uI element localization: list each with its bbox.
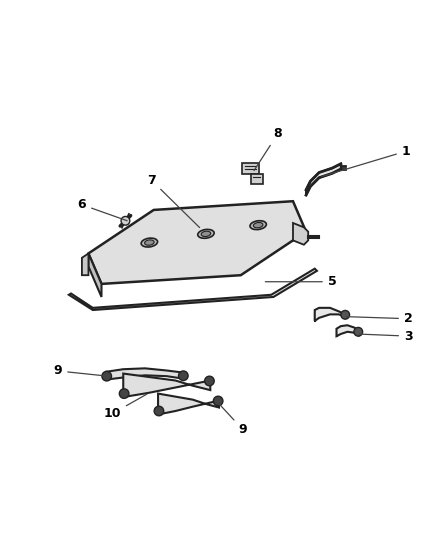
Polygon shape [306,164,341,195]
Polygon shape [293,223,308,245]
Text: 1: 1 [322,144,410,176]
Polygon shape [88,254,102,297]
Text: 9: 9 [54,365,105,377]
Circle shape [121,216,130,225]
Polygon shape [106,368,184,379]
Circle shape [179,371,188,381]
Circle shape [102,372,112,381]
Text: 10: 10 [104,394,147,420]
Polygon shape [315,308,345,321]
Text: 6: 6 [78,198,127,221]
Text: 9: 9 [219,403,247,436]
Circle shape [341,310,350,319]
Circle shape [205,376,214,386]
FancyBboxPatch shape [242,163,259,174]
Text: 8: 8 [254,127,282,171]
Circle shape [154,406,164,416]
Polygon shape [69,269,317,310]
Text: 2: 2 [346,312,413,325]
Polygon shape [82,254,88,275]
Ellipse shape [198,229,214,238]
Ellipse shape [145,240,154,245]
Circle shape [213,396,223,406]
Polygon shape [88,201,306,284]
Circle shape [354,327,363,336]
Polygon shape [158,393,219,415]
Ellipse shape [254,222,263,228]
Circle shape [119,389,129,398]
Text: 7: 7 [147,174,200,228]
Ellipse shape [250,221,266,230]
Text: 5: 5 [265,275,336,288]
Polygon shape [336,325,358,336]
Ellipse shape [141,238,158,247]
Text: 3: 3 [359,329,413,343]
FancyBboxPatch shape [251,174,263,184]
Ellipse shape [201,231,211,237]
Polygon shape [123,374,210,397]
